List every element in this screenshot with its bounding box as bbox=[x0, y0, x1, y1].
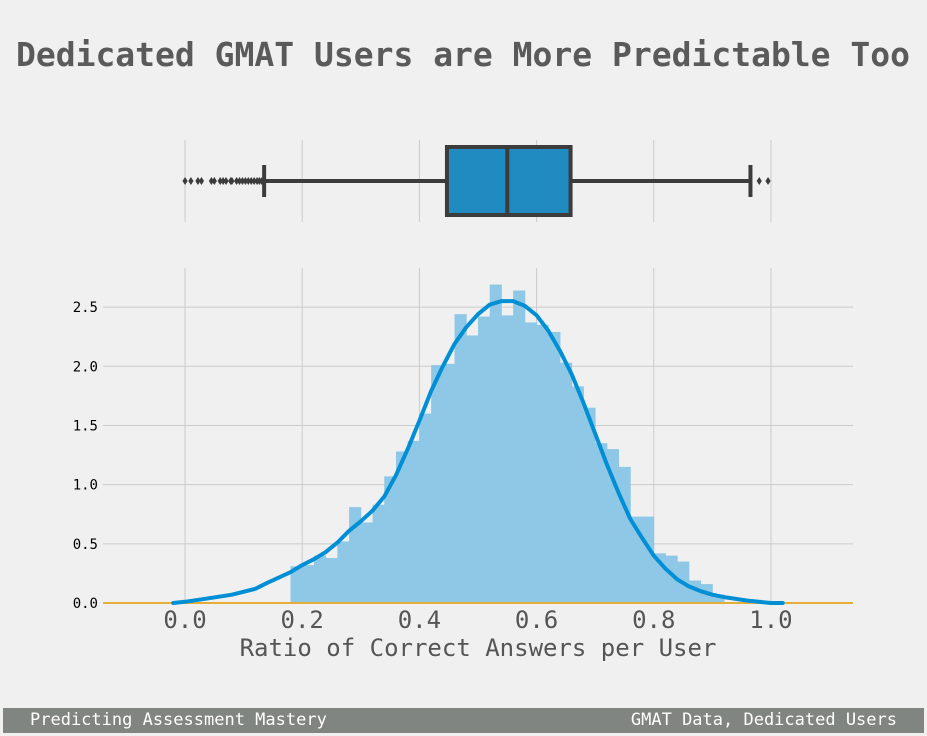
x-tick-label: 0.0 bbox=[163, 606, 206, 634]
box-outlier bbox=[259, 177, 265, 185]
histogram-bar bbox=[419, 413, 432, 603]
histogram-bar bbox=[548, 331, 561, 603]
box-outlier bbox=[756, 177, 762, 185]
y-tick-label: 0.0 bbox=[73, 596, 98, 612]
histogram-bar bbox=[501, 315, 514, 603]
histogram-bar bbox=[524, 322, 537, 603]
box-outlier bbox=[188, 177, 194, 185]
histogram-bar bbox=[431, 365, 444, 603]
histogram-bar bbox=[290, 566, 303, 603]
histogram-bar bbox=[712, 594, 725, 603]
boxplot-panel bbox=[182, 140, 772, 222]
histogram-bar bbox=[325, 558, 338, 603]
y-tick-label: 0.5 bbox=[73, 537, 98, 553]
histogram-bar bbox=[313, 555, 327, 603]
x-tick-label: 0.2 bbox=[281, 606, 324, 634]
footer-left-text: Predicting Assessment Mastery bbox=[30, 710, 327, 730]
histogram-bar bbox=[407, 440, 420, 603]
histogram-bar bbox=[384, 476, 397, 603]
histogram-bar bbox=[337, 541, 350, 603]
box-outlier bbox=[198, 177, 205, 185]
box-outlier bbox=[211, 177, 217, 185]
x-tick-label: 0.4 bbox=[398, 606, 441, 634]
box-outlier bbox=[220, 177, 226, 185]
histogram-bar bbox=[372, 504, 385, 603]
x-tick-label: 0.8 bbox=[632, 606, 675, 634]
x-axis-label: Ratio of Correct Answers per User bbox=[240, 634, 717, 662]
histogram-panel: 0.0 0.5 1.0 1.5 2.0 2.5 0.0 0.2 0.4 0.6 0.8 1.0 Rati… bbox=[73, 268, 853, 662]
histogram-bar bbox=[442, 363, 455, 603]
histogram-bar bbox=[454, 314, 467, 603]
box-outlier bbox=[239, 177, 246, 185]
kde-line bbox=[171, 299, 785, 605]
box-outlier bbox=[233, 177, 240, 185]
histogram-bar bbox=[349, 507, 362, 603]
histogram-bar bbox=[536, 324, 549, 603]
histogram-bar bbox=[595, 443, 608, 603]
histogram-bar bbox=[302, 565, 315, 603]
box-outlier bbox=[195, 177, 201, 185]
histogram-bar bbox=[360, 522, 373, 603]
box-outlier bbox=[208, 177, 214, 185]
box-outlier bbox=[251, 177, 257, 185]
histogram-bar bbox=[395, 451, 409, 603]
x-tick-label: 0.6 bbox=[515, 606, 558, 634]
histogram-bar bbox=[630, 516, 643, 603]
y-tick-label: 1.5 bbox=[73, 418, 98, 434]
histogram-bar bbox=[513, 290, 526, 603]
box-outlier bbox=[245, 177, 251, 185]
histogram-bar bbox=[583, 407, 596, 603]
box-outlier bbox=[236, 177, 243, 185]
y-tick-label: 2.5 bbox=[73, 300, 98, 316]
chart-title: Dedicated GMAT Users are More Predictabl… bbox=[16, 35, 910, 74]
box-outlier bbox=[242, 177, 248, 185]
footer-right-text: GMAT Data, Dedicated Users bbox=[630, 710, 897, 730]
y-tick-label: 2.0 bbox=[73, 359, 98, 375]
histogram-bar bbox=[466, 335, 479, 603]
box-outlier bbox=[765, 177, 771, 185]
histogram-bar bbox=[642, 516, 655, 603]
box-outlier bbox=[223, 177, 229, 185]
box-outlier bbox=[248, 177, 254, 185]
box-outlier bbox=[182, 177, 188, 185]
histogram-bar bbox=[571, 386, 584, 603]
histogram-bar bbox=[489, 284, 502, 603]
box-outlier bbox=[229, 177, 235, 185]
histogram-bar bbox=[618, 466, 631, 603]
histogram-bar bbox=[560, 362, 573, 603]
x-tick-label: 1.0 bbox=[749, 606, 792, 634]
box-outlier bbox=[217, 177, 223, 185]
y-tick-label: 1.0 bbox=[73, 478, 98, 494]
histogram-bar bbox=[478, 316, 491, 603]
footer-bar bbox=[3, 708, 924, 733]
histogram-bar bbox=[665, 555, 678, 603]
